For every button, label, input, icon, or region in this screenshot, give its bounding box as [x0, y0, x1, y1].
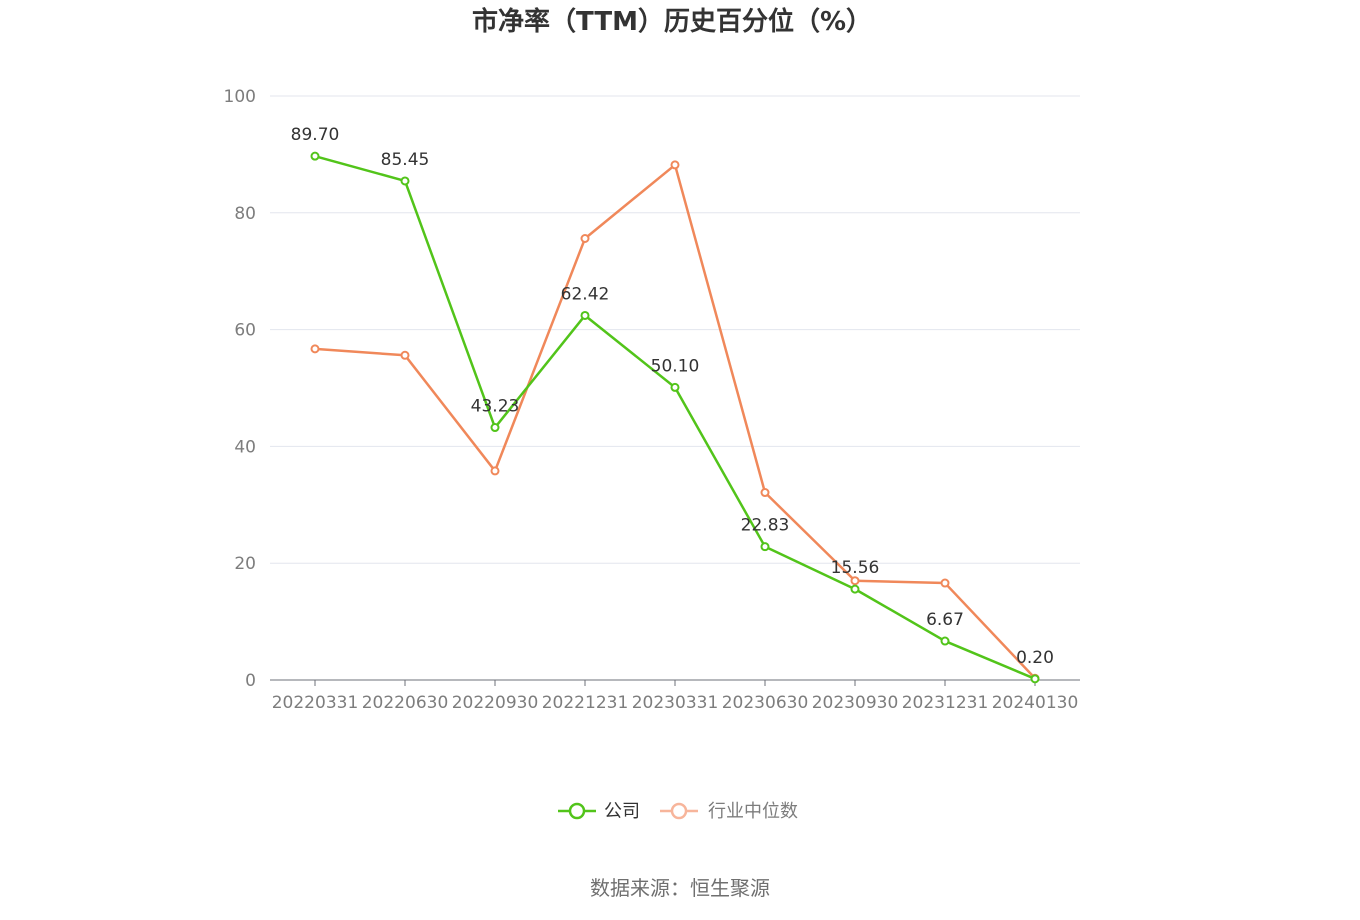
data-point — [400, 176, 410, 186]
x-tick-label: 20240130 — [992, 693, 1079, 713]
x-tick-label: 20221231 — [542, 693, 629, 713]
x-tick-label: 20220331 — [272, 693, 359, 713]
data-point — [580, 310, 590, 320]
y-tick-label: 20 — [234, 554, 256, 574]
x-tick-label: 20230331 — [632, 693, 719, 713]
data-point — [760, 542, 770, 552]
series-line-1 — [314, 163, 1036, 680]
data-point — [310, 151, 320, 161]
data-point — [1030, 674, 1040, 684]
data-point — [850, 584, 860, 594]
y-tick-label: 0 — [245, 671, 256, 691]
data-point — [310, 344, 320, 354]
x-tick-label: 20220630 — [362, 693, 449, 713]
data-source: 数据来源：恒生聚源 — [590, 876, 770, 900]
data-point — [490, 423, 500, 433]
data-label: 6.67 — [926, 610, 964, 630]
data-label: 43.23 — [471, 397, 520, 417]
chart-title: 市净率（TTM）历史百分位（%） — [472, 6, 872, 37]
x-tick-label: 20231231 — [902, 693, 989, 713]
x-tick-label: 20220930 — [452, 693, 539, 713]
legend-item-1[interactable]: 行业中位数 — [660, 801, 798, 822]
axes: 0 20 40 60 80 100 20220331 20220630 20220930 2022… — [224, 87, 1080, 713]
data-label: 0.20 — [1016, 648, 1054, 668]
data-point — [940, 636, 950, 646]
legend-label: 行业中位数 — [708, 801, 798, 822]
data-label: 85.45 — [381, 150, 430, 170]
legend-marker-icon — [568, 802, 586, 820]
y-tick-label: 80 — [234, 204, 256, 224]
series-line-0 — [314, 154, 1036, 680]
data-point — [400, 350, 410, 360]
data-label: 89.70 — [291, 125, 340, 145]
x-tick-label: 20230930 — [812, 693, 899, 713]
data-label: 62.42 — [561, 284, 610, 304]
data-point — [580, 233, 590, 243]
data-point — [490, 466, 500, 476]
data-label: 15.56 — [831, 558, 880, 578]
data-point — [670, 160, 680, 170]
legend-marker-icon — [670, 802, 688, 820]
grid-lines — [270, 95, 1080, 564]
y-tick-label: 60 — [234, 321, 256, 341]
series-lines — [310, 151, 1040, 684]
data-point — [670, 382, 680, 392]
data-point — [940, 578, 950, 588]
legend-label: 公司 — [604, 801, 640, 822]
legend[interactable]: 公司 行业中位数 — [558, 801, 798, 822]
y-tick-label: 100 — [224, 87, 256, 107]
y-tick-label: 40 — [234, 437, 256, 457]
data-label: 50.10 — [651, 356, 700, 376]
legend-item-0[interactable]: 公司 — [558, 801, 640, 822]
data-labels: 89.70 85.45 43.23 62.42 50.10 22.83 15.56 6.67 0… — [291, 125, 1054, 668]
data-point — [850, 576, 860, 586]
x-tick-label: 20230630 — [722, 693, 809, 713]
data-label: 22.83 — [741, 516, 790, 536]
data-point — [760, 488, 770, 498]
